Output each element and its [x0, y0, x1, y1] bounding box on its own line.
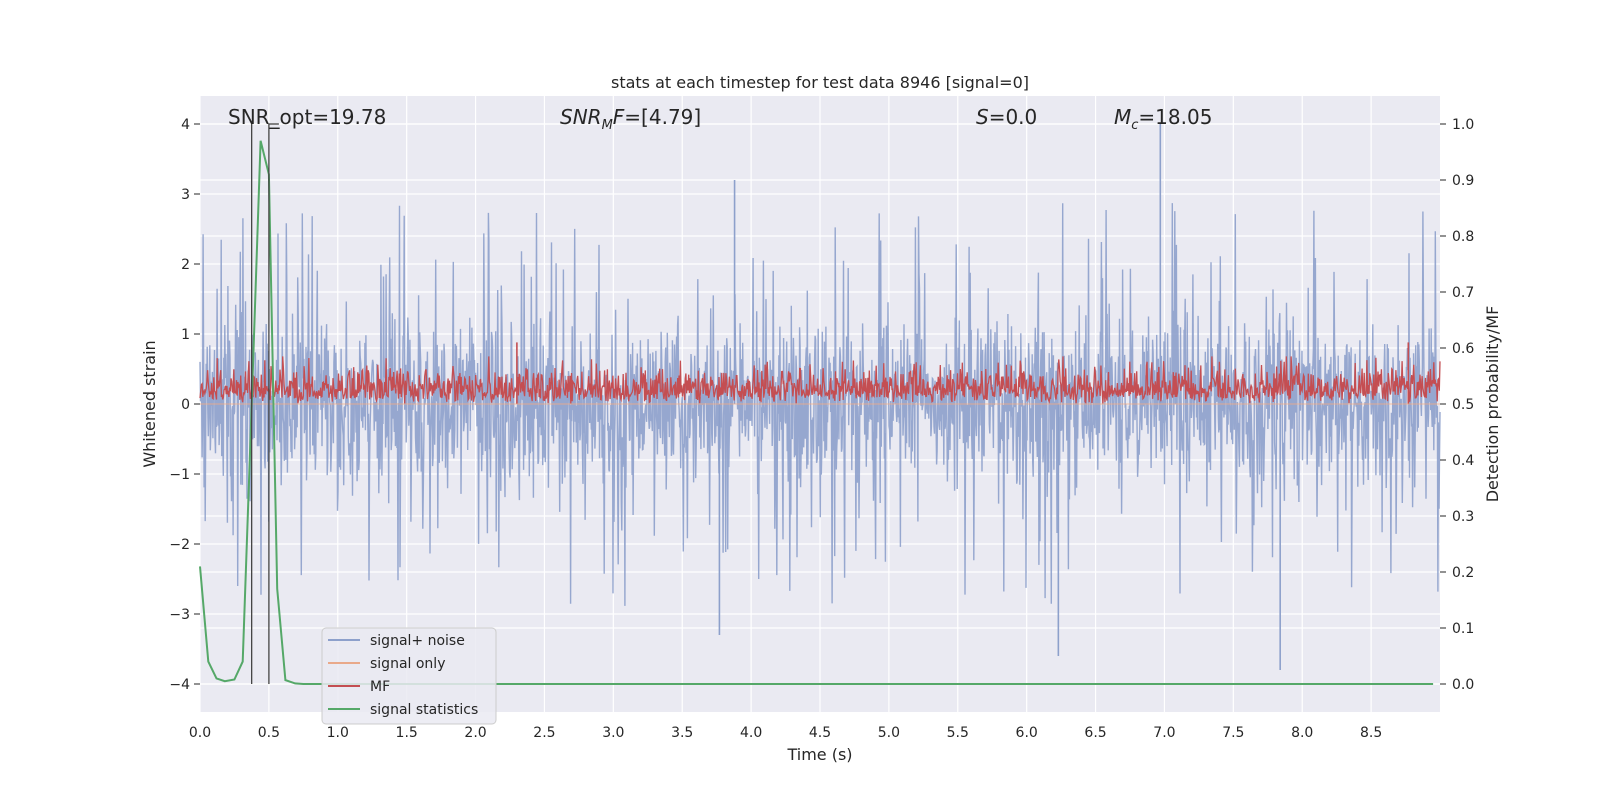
- signal-noise-line: [199, 203, 1441, 606]
- annotation-s: S=0.0: [976, 105, 1037, 129]
- x-tick-label: 5.0: [878, 725, 900, 741]
- x-axis-label: Time (s): [786, 745, 852, 764]
- annotation-snr-mf-rest-f: F: [613, 105, 625, 129]
- annotation-snr-mf: SNRMF=[4.79]: [560, 105, 701, 133]
- y-axis-left-ticks: 4 3 2 1 0 −1 −2 −3 −4: [169, 117, 200, 693]
- annotation-snr-opt: SNR_opt=19.78: [228, 105, 386, 129]
- annotations: SNR_opt=19.78 SNRMF=[4.79] S=0.0 Mc=18.0…: [228, 105, 1212, 133]
- x-tick-label: 3.5: [671, 725, 693, 741]
- series-signal-statistics: [199, 140, 1434, 685]
- x-tick-label: 6.5: [1084, 725, 1106, 741]
- y-tick-label-left: −1: [169, 467, 190, 483]
- x-tick-label: 2.5: [533, 725, 555, 741]
- annotation-s-rest: =0.0: [989, 105, 1038, 129]
- legend-label-signal-only: signal only: [370, 656, 445, 672]
- annotation-s-base: S: [976, 105, 989, 129]
- annotation-snr-mf-rest: =[4.79]: [624, 105, 701, 129]
- y-tick-label-left: 0: [181, 397, 190, 413]
- y-tick-label-left: 1: [181, 327, 190, 343]
- legend: signal+ noise signal only MF signal stat…: [321, 627, 497, 725]
- series-signal-noise: [199, 124, 1441, 670]
- x-tick-label: 3.0: [602, 725, 624, 741]
- annotation-mc: Mc=18.05: [1114, 105, 1212, 133]
- x-tick-label: 8.5: [1360, 725, 1382, 741]
- y-axis-right-ticks: 1.0 0.9 0.8 0.7 0.6 0.5 0.4 0.3 0.2 0.1 0.0: [1440, 117, 1474, 693]
- annotation-mc-rest: =18.05: [1138, 105, 1212, 129]
- y-tick-label-right: 0.3: [1452, 509, 1474, 525]
- x-tick-label: 0.0: [189, 725, 211, 741]
- series-mf: [199, 342, 1441, 405]
- x-tick-label: 4.0: [740, 725, 762, 741]
- mf-line: [199, 356, 1441, 405]
- x-tick-label: 1.5: [396, 725, 418, 741]
- legend-label-signal-statistics: signal statistics: [370, 702, 478, 718]
- vertical-markers: [251, 123, 279, 684]
- annotation-mc-base: M: [1114, 105, 1131, 129]
- y-axis-right-label: Detection probability/MF: [1483, 306, 1502, 503]
- signal-statistics-line: [199, 140, 1434, 685]
- y-tick-label-right: 0.7: [1452, 285, 1474, 301]
- x-tick-label: 7.5: [1222, 725, 1244, 741]
- y-tick-label-right: 0.1: [1452, 621, 1474, 637]
- y-tick-label-left: −3: [169, 607, 190, 623]
- chart-title: stats at each timestep for test data 894…: [611, 73, 1029, 92]
- y-tick-label-right: 0.4: [1452, 453, 1474, 469]
- y-tick-label-right: 1.0: [1452, 117, 1474, 133]
- x-tick-label: 6.0: [1016, 725, 1038, 741]
- annotation-snr-mf-base: SNR: [560, 105, 602, 129]
- y-tick-label-left: 2: [181, 257, 190, 273]
- y-axis-left-label: Whitened strain: [140, 340, 159, 467]
- y-tick-label-left: 3: [181, 187, 190, 203]
- y-tick-label-right: 0.0: [1452, 677, 1474, 693]
- y-tick-label-right: 0.2: [1452, 565, 1474, 581]
- y-tick-label-left: −2: [169, 537, 190, 553]
- y-tick-label-left: 4: [181, 117, 190, 133]
- y-tick-label-right: 0.9: [1452, 173, 1474, 189]
- y-tick-label-right: 0.5: [1452, 397, 1474, 413]
- x-tick-label: 7.0: [1153, 725, 1175, 741]
- x-tick-label: 8.0: [1291, 725, 1313, 741]
- legend-box: [321, 627, 497, 725]
- x-tick-label: 5.5: [947, 725, 969, 741]
- annotation-mc-sub: c: [1131, 118, 1138, 133]
- legend-label-signal-noise: signal+ noise: [370, 633, 465, 649]
- x-tick-label: 4.5: [809, 725, 831, 741]
- x-tick-label: 0.5: [258, 725, 280, 741]
- x-tick-label: 2.0: [464, 725, 486, 741]
- x-tick-label: 1.0: [327, 725, 349, 741]
- y-tick-label-right: 0.6: [1452, 341, 1474, 357]
- y-tick-label-right: 0.8: [1452, 229, 1474, 245]
- y-tick-label-left: −4: [169, 677, 190, 693]
- x-axis-ticks: 0.0 0.5 1.0 1.5 2.0 2.5 3.0 3.5 4.0 4.5 5.0 5.5 6.0 6…: [189, 725, 1382, 741]
- annotation-snr-mf-sub: M: [602, 118, 613, 133]
- legend-label-mf: MF: [370, 679, 390, 695]
